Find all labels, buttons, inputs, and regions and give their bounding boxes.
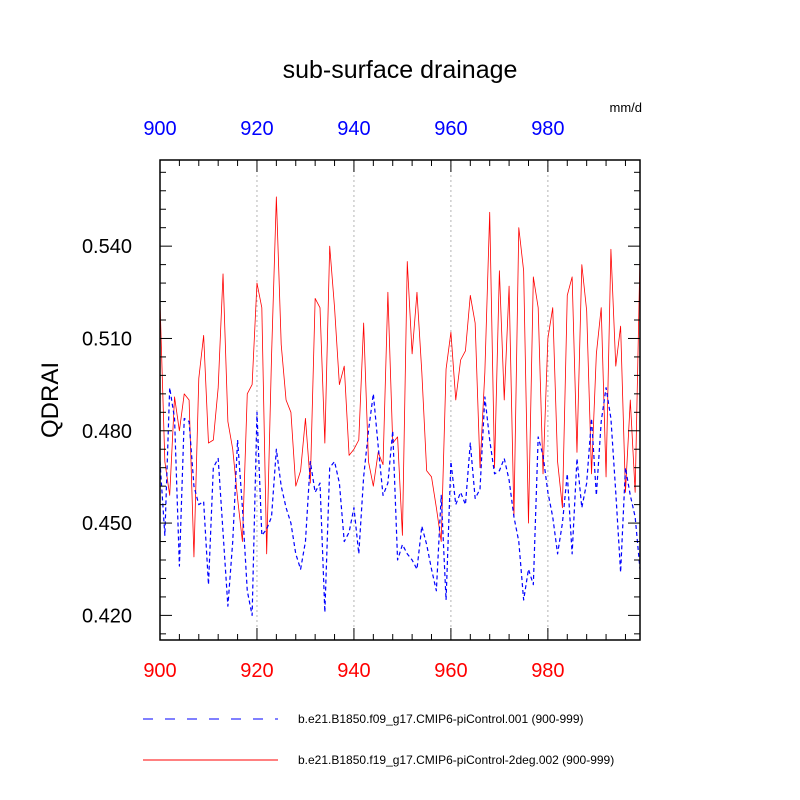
y-tick-labels: 0.420 0.450 0.480 0.510 0.540 (82, 236, 132, 627)
chart-title: sub-surface drainage (283, 56, 518, 84)
grid-lines (256, 160, 549, 640)
x-tick-labels-bottom: 900 920 940 960 980 (143, 660, 564, 682)
legend-label-blue: b.e21.B1850.f09_g17.CMIP6-piControl.001 … (298, 712, 584, 726)
y-tick-label: 0.450 (82, 513, 132, 535)
legend: b.e21.B1850.f09_g17.CMIP6-piControl.001 … (143, 712, 614, 767)
x-tick-label-top: 980 (531, 118, 564, 140)
y-tick-label: 0.540 (82, 236, 132, 258)
y-tick-label: 0.510 (82, 328, 132, 350)
y-axis-label: QDRAI (37, 362, 64, 438)
x-tick-label-top: 960 (434, 118, 467, 140)
x-tick-labels-top: 900 920 940 960 980 (143, 118, 564, 140)
axis-ticks (159, 160, 640, 640)
x-tick-label-top: 920 (240, 118, 273, 140)
legend-label-red: b.e21.B1850.f19_g17.CMIP6-piControl-2deg… (298, 753, 614, 767)
x-tick-label-bottom: 980 (531, 660, 564, 682)
plot-series (159, 196, 641, 616)
x-tick-label-bottom: 940 (337, 660, 370, 682)
series-line-red (159, 196, 641, 558)
x-tick-label-top: 940 (337, 118, 370, 140)
plot-frame (159, 159, 641, 641)
series-line-blue (159, 387, 641, 616)
x-tick-label-top: 900 (143, 118, 176, 140)
x-tick-label-bottom: 960 (434, 660, 467, 682)
units-label: mm/d (610, 100, 643, 115)
y-tick-label: 0.420 (82, 605, 132, 627)
x-tick-label-bottom: 900 (143, 660, 176, 682)
x-tick-label-bottom: 920 (240, 660, 273, 682)
y-tick-label: 0.480 (82, 421, 132, 443)
